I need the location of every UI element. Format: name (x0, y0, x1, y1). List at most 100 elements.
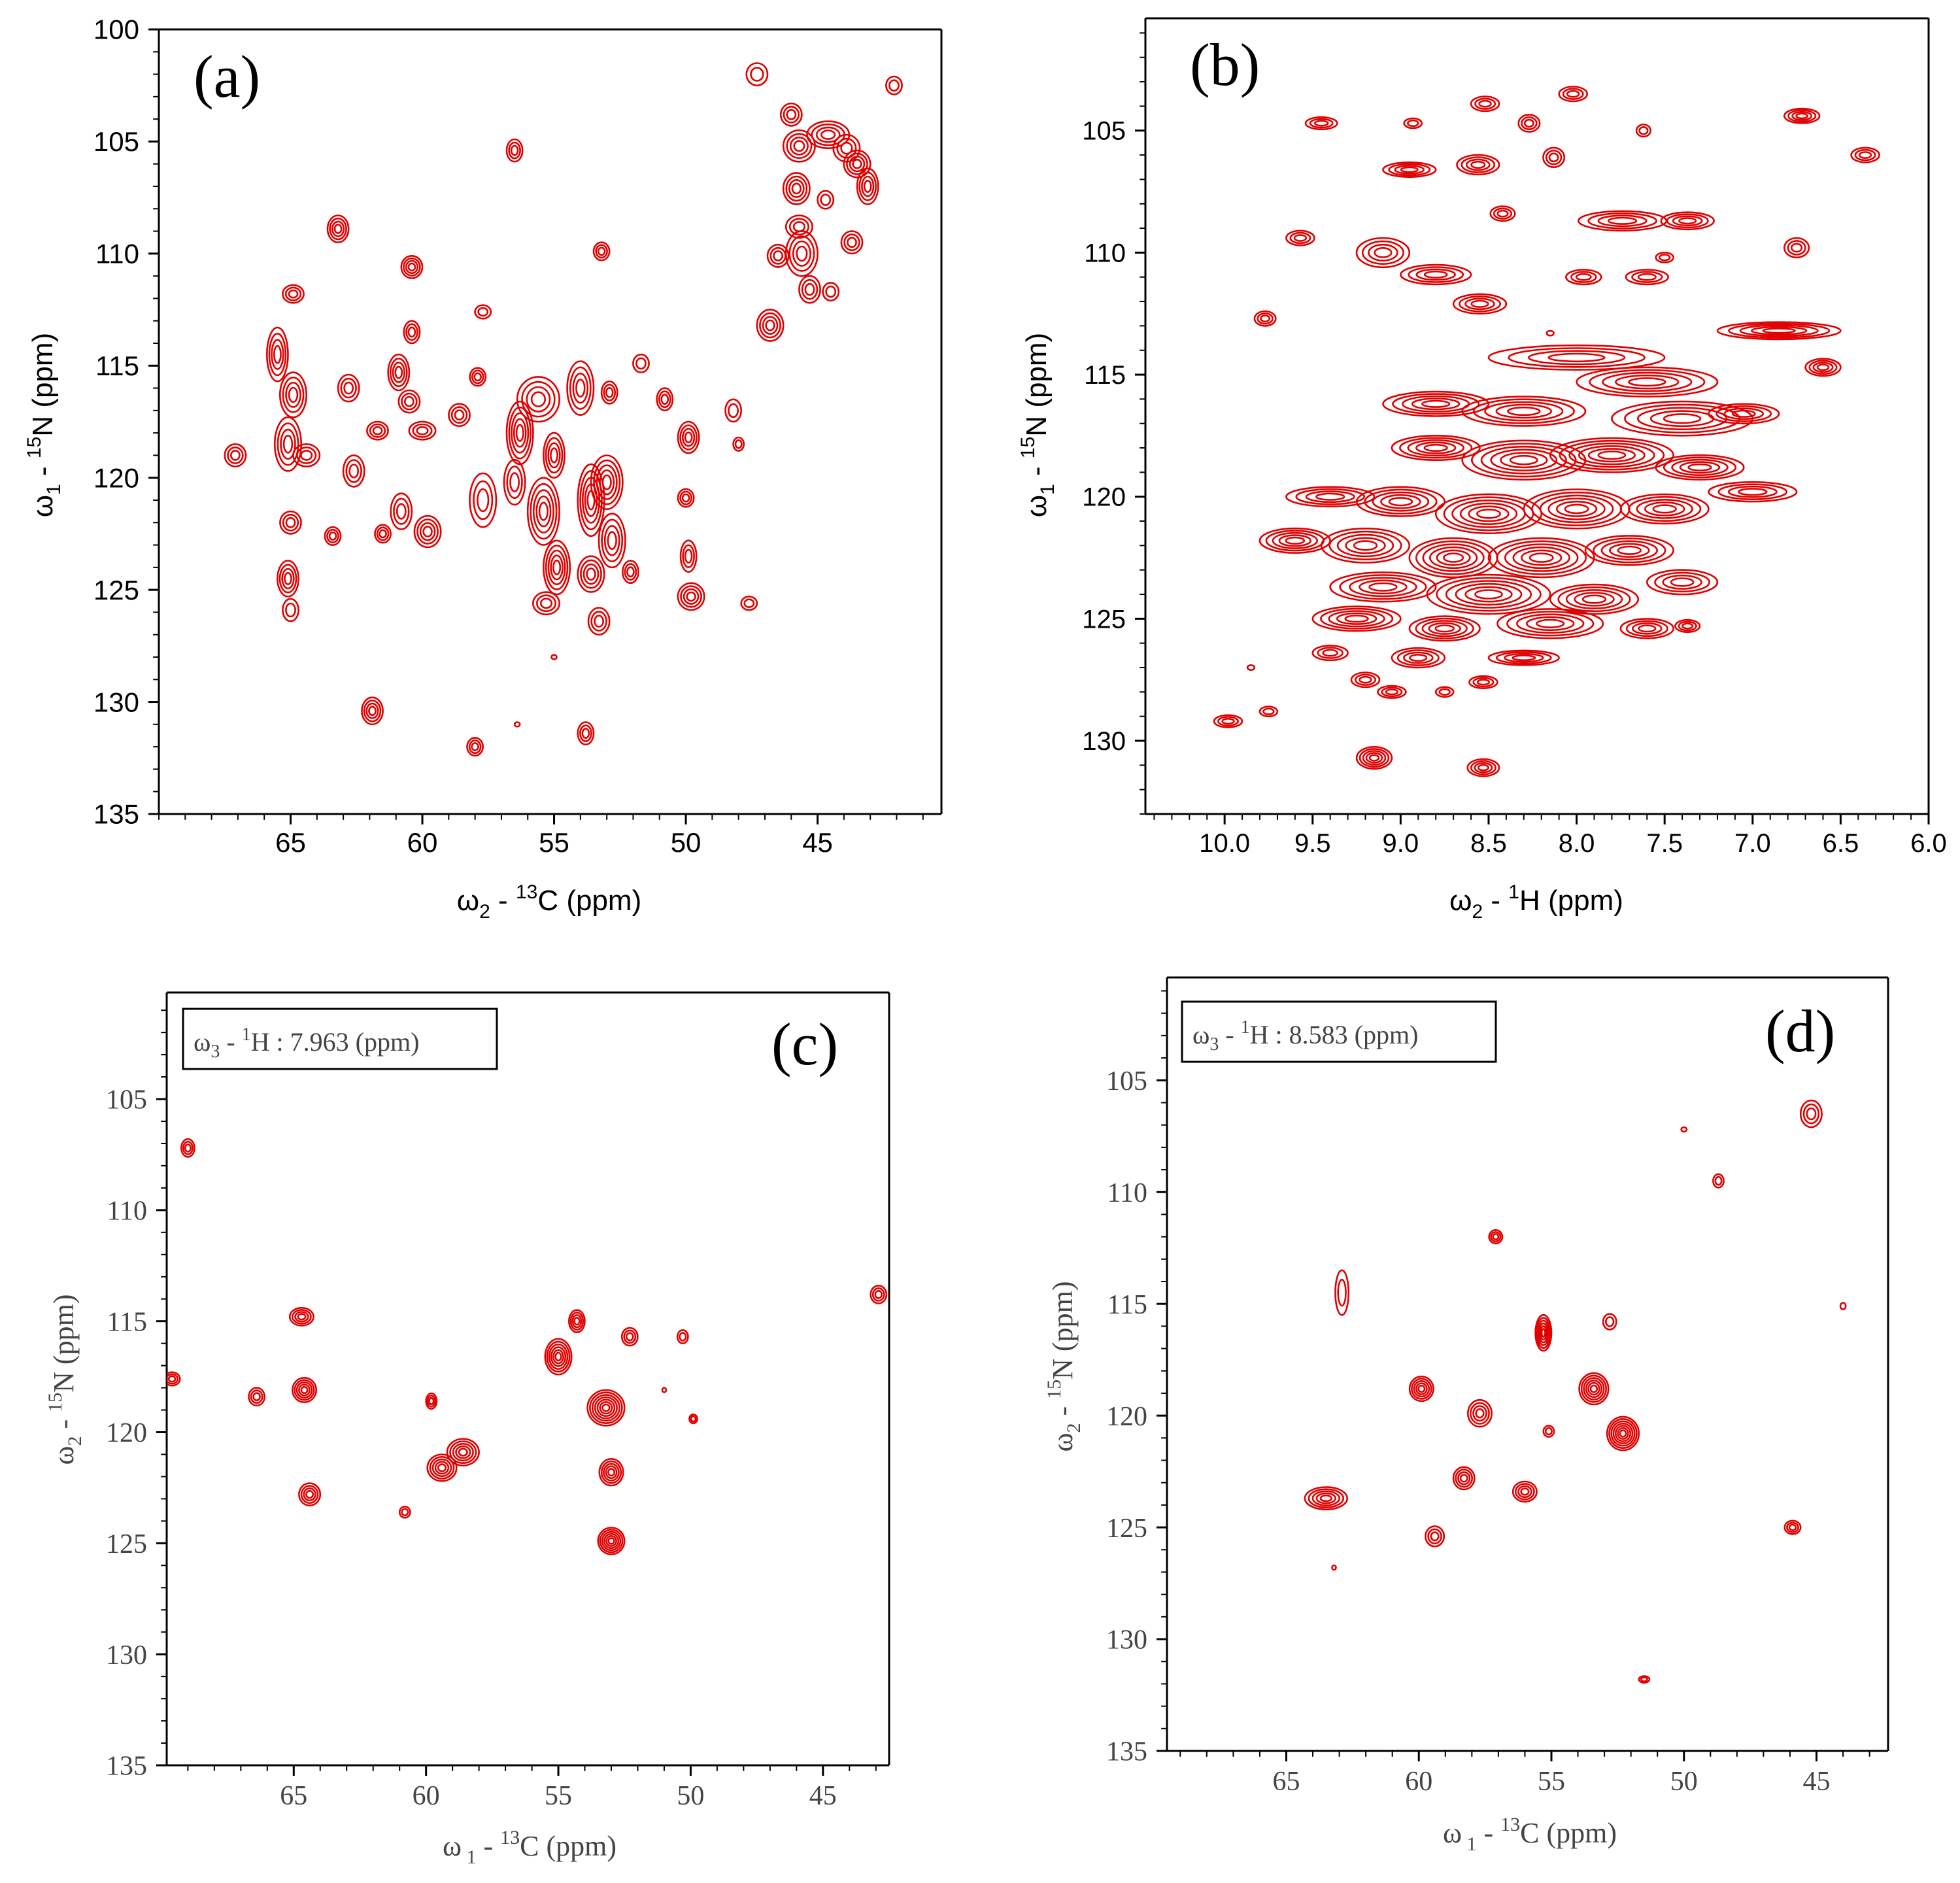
contour-line (403, 320, 421, 345)
contour-line (677, 420, 700, 454)
contour-line (858, 171, 877, 201)
contour-line (681, 493, 690, 503)
contour-line (1477, 764, 1489, 772)
contour-line (600, 381, 618, 405)
y-tick-label: 130 (106, 1640, 147, 1671)
contour-line (545, 545, 569, 590)
peak-b-23 (1716, 321, 1842, 341)
contour-line (607, 531, 617, 551)
contour-line (530, 391, 547, 407)
contour-line (345, 459, 362, 483)
peak-a-42 (632, 353, 650, 373)
contour-line (268, 332, 287, 377)
contour-line (605, 1535, 617, 1547)
contour-line (1368, 754, 1380, 762)
contour-line (1455, 1468, 1473, 1488)
panel-a-x-ticks: 65 60 55 50 45 (158, 814, 924, 858)
peak-b-5 (1635, 124, 1651, 138)
contour-line (626, 566, 635, 578)
contour-line (1368, 243, 1398, 262)
contour-line (548, 1344, 569, 1370)
contour-line (288, 289, 299, 299)
peak-c-10 (398, 1506, 411, 1519)
panel-b-y-axis-title: ω1 - 15N (ppm) (1017, 333, 1058, 517)
contour-line (1472, 398, 1575, 424)
x-tick-label: 8.0 (1559, 829, 1595, 858)
contour-line (1407, 439, 1464, 457)
x-tick-label: 60 (413, 1781, 440, 1811)
contour-line (1544, 1427, 1553, 1436)
x-tick-label: 6.5 (1823, 829, 1859, 858)
y-tick-label: 105 (1082, 117, 1126, 146)
contour-line (477, 488, 490, 513)
peak-a-55 (590, 454, 624, 510)
peak-a-3 (779, 102, 803, 127)
contour-line (1542, 146, 1566, 169)
peak-a-14 (785, 230, 819, 277)
contour-line (1413, 1380, 1430, 1398)
contour-line (1812, 362, 1834, 373)
contour-line (773, 250, 783, 262)
contour-line (1488, 1229, 1504, 1245)
peak-a-37 (516, 376, 560, 423)
contour-line (1364, 488, 1438, 515)
contour-line (1566, 90, 1580, 98)
contour-line (1628, 496, 1702, 522)
contour-line (603, 524, 620, 556)
contour-line (454, 409, 465, 421)
contour-line (1272, 532, 1319, 550)
contour-line (1619, 493, 1710, 525)
peak-b-41 (1708, 481, 1798, 503)
contour-line (843, 233, 860, 252)
contour-line (252, 1392, 261, 1402)
contour-line (471, 369, 484, 384)
peak-a-26 (337, 373, 360, 403)
peak-b-65 (1213, 714, 1243, 728)
peak-b-47 (1329, 571, 1437, 603)
x-tick-label: 8.5 (1470, 829, 1507, 858)
contour-line (583, 563, 600, 585)
contour-line (547, 549, 566, 586)
contour-line (1490, 449, 1558, 471)
contour-line (167, 1373, 178, 1385)
y-tick-label: 105 (93, 126, 139, 157)
contour-line (1385, 688, 1399, 696)
contour-line (392, 362, 405, 383)
contour-line (769, 246, 786, 265)
contour-line (365, 702, 379, 719)
contour-line (575, 379, 586, 398)
contour-line (843, 149, 871, 178)
contour-line (329, 217, 347, 241)
peak-b-62 (1674, 619, 1701, 634)
panel-a-y-axis-title: ω1 - 15N (ppm) (24, 333, 65, 517)
panel-c-spectrum (167, 1138, 888, 1555)
contour-line (589, 1391, 623, 1424)
peak-b-59 (1468, 675, 1498, 689)
peak-a-53 (532, 591, 560, 616)
peak-b-22 (1253, 310, 1277, 327)
contour-line (1568, 442, 1655, 468)
contour-line (1655, 251, 1674, 263)
peak-b-11 (1489, 205, 1516, 222)
y-tick-label: 125 (93, 575, 139, 605)
contour-line (1349, 577, 1417, 598)
contour-line (1546, 330, 1555, 337)
contour-line (1359, 675, 1372, 684)
contour-line (1587, 212, 1657, 229)
contour-line (544, 1338, 573, 1376)
panel-c-legend-box (182, 1008, 498, 1070)
contour-line (1786, 1521, 1799, 1533)
contour-line (511, 412, 530, 454)
contour-line (1663, 413, 1702, 424)
contour-line (474, 304, 492, 320)
contour-line (167, 1371, 181, 1387)
contour-line (1257, 313, 1274, 325)
contour-line (394, 365, 403, 379)
contour-line (1712, 1173, 1725, 1189)
peak-b-3 (1403, 117, 1423, 129)
contour-line (298, 1482, 322, 1506)
peak-d-0 (1799, 1099, 1823, 1128)
contour-line (1434, 686, 1455, 698)
panel-d-x-axis-title: ω 1 - 13C (ppm) (1443, 1814, 1617, 1855)
contour-line (759, 312, 781, 339)
